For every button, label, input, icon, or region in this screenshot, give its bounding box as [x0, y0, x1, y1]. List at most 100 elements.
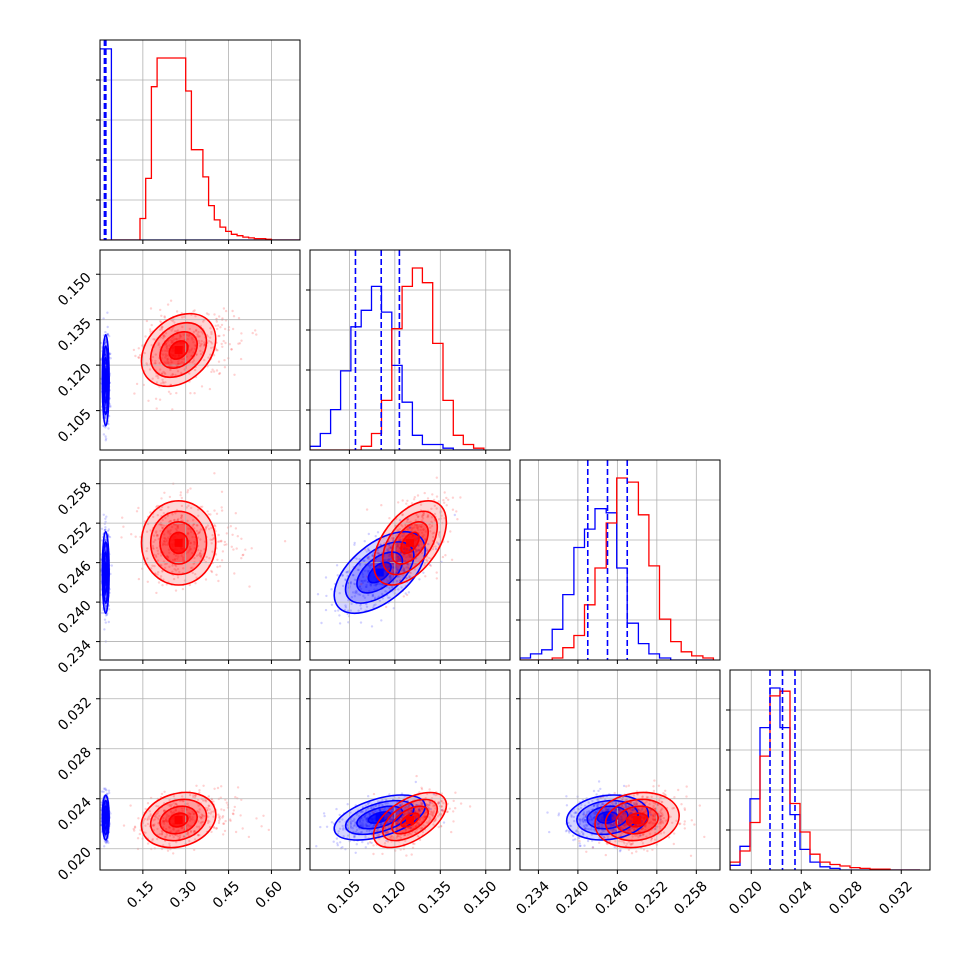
- scatter-point: [658, 799, 661, 802]
- scatter-point: [582, 833, 585, 836]
- scatter-point: [621, 819, 625, 822]
- scatter-point: [415, 814, 419, 818]
- scatter-point: [191, 818, 194, 821]
- scatter-point: [169, 361, 173, 364]
- scatter-point: [355, 589, 358, 593]
- scatter-point: [423, 812, 426, 815]
- scatter-point: [188, 815, 191, 818]
- scatter-point: [315, 845, 318, 848]
- scatter-point: [426, 559, 429, 563]
- scatter-point: [420, 802, 423, 805]
- scatter-point: [144, 831, 147, 834]
- scatter-point: [251, 331, 254, 335]
- scatter-point: [392, 581, 395, 584]
- scatter-point: [188, 327, 191, 331]
- scatter-point: [216, 327, 219, 331]
- scatter-point: [194, 541, 197, 544]
- scatter-point: [161, 378, 164, 381]
- scatter-point: [654, 818, 657, 821]
- scatter-point: [199, 816, 203, 819]
- scatter-point: [167, 506, 170, 509]
- scatter-point: [223, 829, 227, 833]
- scatter-point: [260, 825, 263, 828]
- scatter-point: [399, 803, 402, 806]
- scatter-point: [214, 324, 217, 327]
- scatter-point: [672, 806, 676, 810]
- scatter-point: [207, 795, 210, 798]
- scatter-point: [371, 593, 374, 596]
- scatter-point: [235, 547, 238, 550]
- scatter-point: [627, 805, 631, 808]
- scatter-point: [197, 531, 200, 534]
- scatter-point: [365, 583, 368, 587]
- scatter-point: [197, 820, 200, 823]
- scatter-point: [161, 526, 165, 530]
- scatter-point: [605, 809, 608, 812]
- scatter-point: [104, 439, 108, 442]
- scatter-point: [659, 822, 662, 825]
- scatter-point: [192, 812, 196, 815]
- scatter-point: [659, 796, 662, 799]
- scatter-point: [409, 826, 412, 830]
- scatter-point: [164, 372, 167, 376]
- scatter-point: [217, 533, 220, 537]
- scatter-point: [652, 818, 656, 822]
- scatter-point: [156, 514, 159, 517]
- scatter-point: [582, 811, 586, 814]
- scatter-point: [624, 804, 627, 807]
- scatter-point: [582, 813, 585, 816]
- scatter-point: [397, 810, 400, 813]
- scatter-point: [102, 424, 105, 427]
- scatter-point: [217, 360, 221, 363]
- scatter-point: [591, 846, 595, 849]
- scatter-point: [414, 562, 417, 566]
- scatter-point: [405, 828, 408, 831]
- scatter-point: [659, 821, 662, 824]
- scatter-point: [217, 334, 220, 338]
- scatter-point: [107, 427, 110, 430]
- scatter-point: [200, 339, 203, 343]
- scatter-point: [450, 558, 454, 561]
- scatter-point: [353, 823, 357, 826]
- scatter-point: [349, 821, 353, 825]
- scatter-point: [419, 503, 423, 506]
- scatter-point: [172, 811, 175, 814]
- scatter-point: [380, 504, 383, 507]
- scatter-point: [189, 528, 192, 531]
- scatter-point: [401, 513, 404, 517]
- scatter-point: [353, 582, 356, 585]
- scatter-point: [163, 335, 166, 338]
- scatter-point: [634, 803, 637, 807]
- scatter-point: [432, 793, 436, 796]
- scatter-point: [169, 529, 172, 532]
- scatter-point: [160, 326, 163, 330]
- scatter-point: [415, 774, 418, 778]
- scatter-point: [627, 819, 631, 822]
- scatter-point: [403, 546, 407, 549]
- scatter-point: [642, 833, 645, 836]
- scatter-point: [413, 842, 416, 846]
- scatter-point: [390, 537, 394, 540]
- scatter-point: [202, 784, 205, 787]
- scatter-point: [406, 518, 409, 521]
- scatter-point: [422, 818, 425, 821]
- scatter-point: [162, 826, 165, 829]
- scatter-point: [106, 529, 110, 533]
- scatter-point: [172, 542, 175, 545]
- scatter-point: [395, 542, 399, 546]
- scatter-point: [364, 585, 368, 589]
- scatter-point: [355, 843, 358, 846]
- scatter-point: [415, 513, 418, 516]
- scatter-point: [210, 542, 213, 545]
- scatter-point: [404, 523, 407, 526]
- scatter-point: [443, 491, 446, 494]
- scatter-point: [370, 564, 373, 567]
- scatter-point: [174, 512, 177, 515]
- scatter-point: [218, 540, 221, 543]
- scatter-point: [401, 513, 405, 516]
- scatter-point: [234, 527, 238, 530]
- scatter-point: [167, 361, 170, 364]
- scatter-point: [354, 590, 357, 593]
- scatter-point: [144, 824, 147, 827]
- scatter-point: [162, 333, 165, 337]
